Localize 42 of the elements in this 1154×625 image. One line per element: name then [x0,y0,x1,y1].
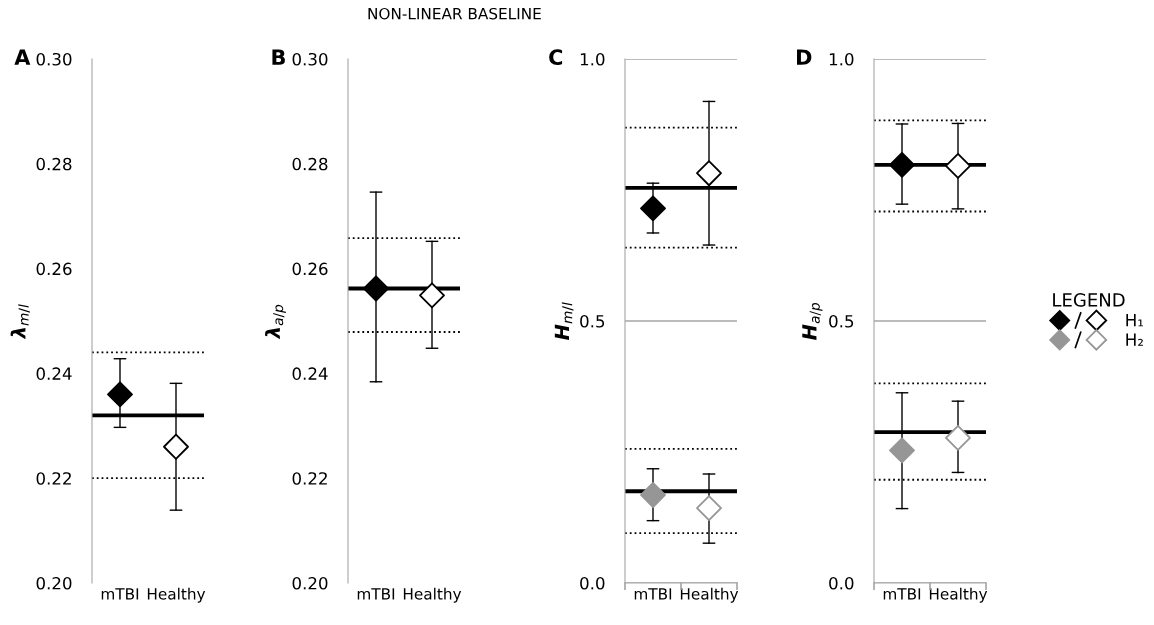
x-tick-label: mTBI [357,588,395,600]
x-tick-label: Healthy [929,587,988,603]
text: A [14,49,31,65]
point [640,482,666,508]
x-tick-label: Healthy [147,587,206,603]
y-tick-label: 0.22 [292,472,327,485]
y-axis-title: H$_{a/p}$ [802,302,823,340]
y-tick-label: 0.30 [292,52,328,66]
x-tick-label: mTBI [883,588,921,600]
y-tick-label: 0.28 [292,157,328,171]
y-tick-label: 0.28 [36,157,72,171]
y-axis-title: λ$_{m/l}$ [10,304,30,340]
y-tick-label: 1.0 [829,52,854,66]
y-tick-label: 0.24 [36,367,72,380]
x-tick-label: Healthy [680,587,739,603]
y-tick-label: 0.24 [292,367,328,380]
point [889,151,915,178]
point [640,195,666,222]
y-axis-title: λ$_{a/p}$ [265,304,286,340]
legend-label: H₁ [1126,314,1144,327]
y-tick-label: 0.5 [829,314,854,328]
y-tick-label: 0.30 [36,52,72,66]
y-tick-label: 0.5 [580,314,605,328]
text: C [549,49,563,66]
legend-label: H₂ [1126,333,1143,346]
y-tick-label: 0.0 [580,576,605,590]
y-tick-label: 1.0 [580,52,605,66]
y-tick-label: 0.26 [36,262,72,276]
text: B [272,49,285,65]
y-tick-label: 0.22 [36,472,71,485]
y-tick-label: 0.0 [829,576,854,590]
text: D [797,49,812,65]
x-tick-label: mTBI [634,588,672,600]
x-tick-label: mTBI [101,588,139,600]
x-tick-label: Healthy [403,587,462,603]
chart-title: NON-LINEAR BASELINE [368,7,541,20]
point [889,437,915,464]
y-tick-label: 0.20 [36,576,72,590]
y-axis-title: H$_{m/l}$ [554,302,574,340]
y-tick-label: 0.26 [292,262,328,276]
y-tick-label: 0.20 [292,576,328,590]
legend-title: LEGEND [1053,293,1125,307]
